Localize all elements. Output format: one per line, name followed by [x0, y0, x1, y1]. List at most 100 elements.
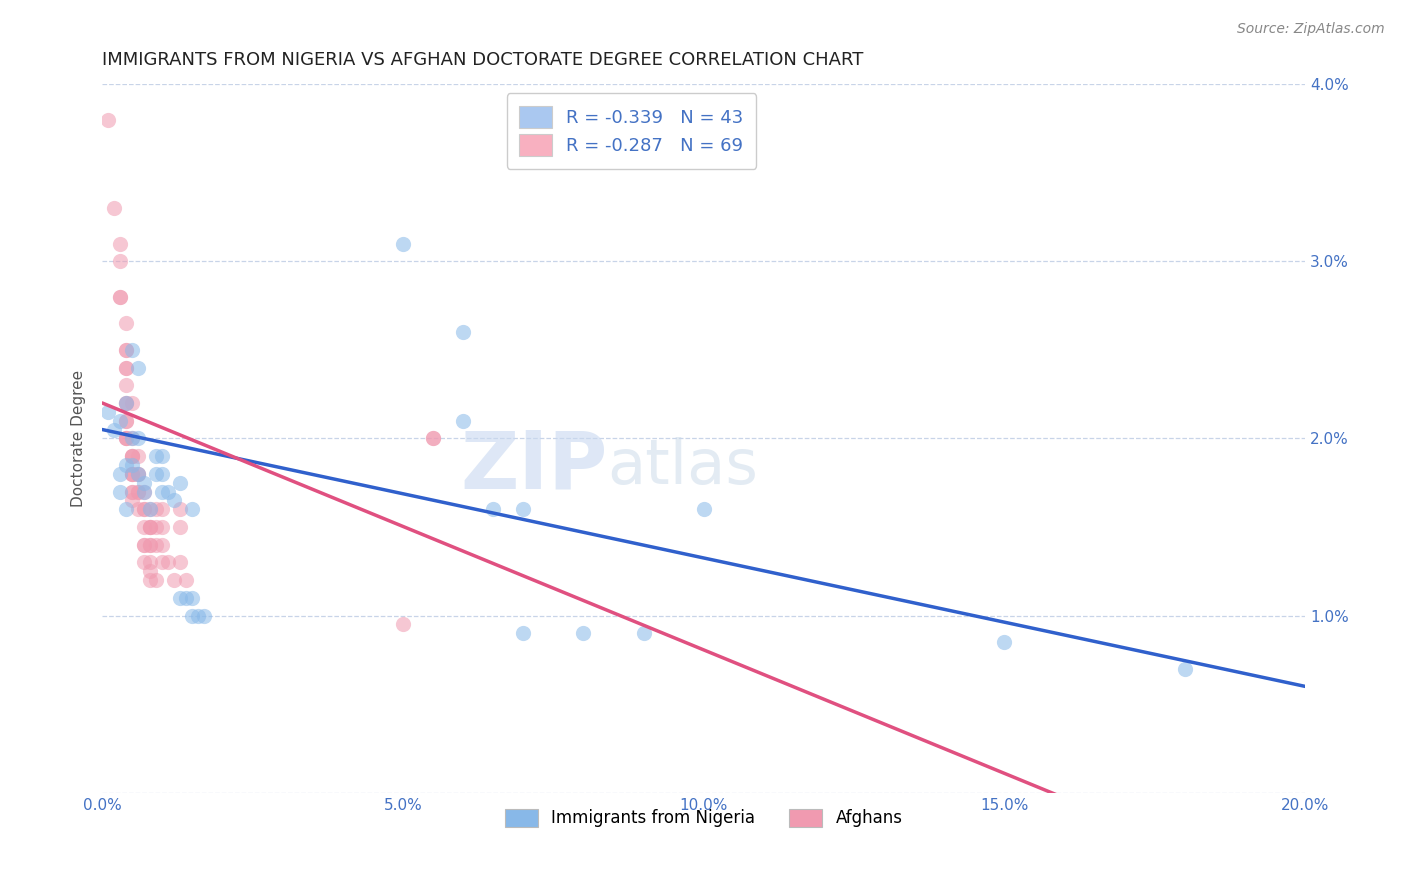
Point [139, 538, 162, 552]
Point [145, 520, 167, 534]
Point [157, 484, 180, 499]
Point [127, 502, 149, 516]
Point [150, 538, 173, 552]
Point [572, 626, 595, 640]
Point [392, 617, 415, 632]
Point [115, 316, 138, 330]
Point [145, 538, 167, 552]
Point [193, 608, 215, 623]
Point [181, 591, 204, 605]
Point [103, 423, 125, 437]
Point [115, 431, 138, 445]
Point [451, 325, 474, 339]
Point [127, 467, 149, 481]
Point [482, 502, 505, 516]
Point [121, 493, 143, 508]
Point [115, 343, 138, 357]
Point [115, 396, 138, 410]
Point [115, 458, 138, 472]
Point [181, 502, 204, 516]
Point [103, 201, 125, 215]
Point [121, 449, 143, 463]
Point [134, 538, 156, 552]
Point [512, 502, 534, 516]
Point [145, 449, 167, 463]
Point [97, 405, 120, 419]
Point [127, 484, 149, 499]
Point [115, 431, 138, 445]
Point [139, 573, 162, 587]
Point [163, 493, 186, 508]
Point [145, 573, 167, 587]
Point [145, 467, 167, 481]
Point [110, 254, 132, 268]
Point [110, 484, 132, 499]
Point [150, 502, 173, 516]
Point [110, 290, 132, 304]
Point [121, 431, 143, 445]
Point [121, 467, 143, 481]
Point [139, 520, 162, 534]
Point [150, 449, 173, 463]
Point [115, 343, 138, 357]
Point [692, 502, 714, 516]
Point [139, 502, 162, 516]
Point [150, 467, 173, 481]
Point [139, 564, 162, 578]
Point [633, 626, 655, 640]
Point [139, 538, 162, 552]
Point [110, 290, 132, 304]
Point [451, 414, 474, 428]
Point [134, 555, 156, 569]
Point [110, 467, 132, 481]
Point [169, 520, 191, 534]
Point [121, 449, 143, 463]
Point [150, 484, 173, 499]
Point [115, 360, 138, 375]
Point [134, 520, 156, 534]
Point [169, 475, 191, 490]
Point [187, 608, 209, 623]
Point [176, 591, 198, 605]
Point [422, 431, 444, 445]
Text: Source: ZipAtlas.com: Source: ZipAtlas.com [1237, 22, 1385, 37]
Point [115, 414, 138, 428]
Point [115, 396, 138, 410]
Point [110, 236, 132, 251]
Point [169, 502, 191, 516]
Point [121, 467, 143, 481]
Point [150, 520, 173, 534]
Point [127, 449, 149, 463]
Point [97, 112, 120, 127]
Point [110, 414, 132, 428]
Point [121, 484, 143, 499]
Point [181, 608, 204, 623]
Point [121, 396, 143, 410]
Point [169, 591, 191, 605]
Y-axis label: Doctorate Degree: Doctorate Degree [72, 370, 86, 507]
Point [139, 555, 162, 569]
Point [121, 343, 143, 357]
Point [163, 573, 186, 587]
Point [127, 431, 149, 445]
Point [115, 431, 138, 445]
Point [157, 555, 180, 569]
Point [422, 431, 444, 445]
Point [127, 467, 149, 481]
Point [127, 467, 149, 481]
Point [512, 626, 534, 640]
Point [139, 502, 162, 516]
Point [139, 520, 162, 534]
Text: ZIP: ZIP [460, 428, 607, 506]
Point [121, 431, 143, 445]
Point [169, 555, 191, 569]
Point [134, 502, 156, 516]
Point [127, 360, 149, 375]
Point [139, 520, 162, 534]
Point [121, 458, 143, 472]
Legend: Immigrants from Nigeria, Afghans: Immigrants from Nigeria, Afghans [498, 802, 910, 834]
Point [150, 555, 173, 569]
Point [115, 360, 138, 375]
Text: IMMIGRANTS FROM NIGERIA VS AFGHAN DOCTORATE DEGREE CORRELATION CHART: IMMIGRANTS FROM NIGERIA VS AFGHAN DOCTOR… [103, 51, 863, 69]
Point [121, 484, 143, 499]
